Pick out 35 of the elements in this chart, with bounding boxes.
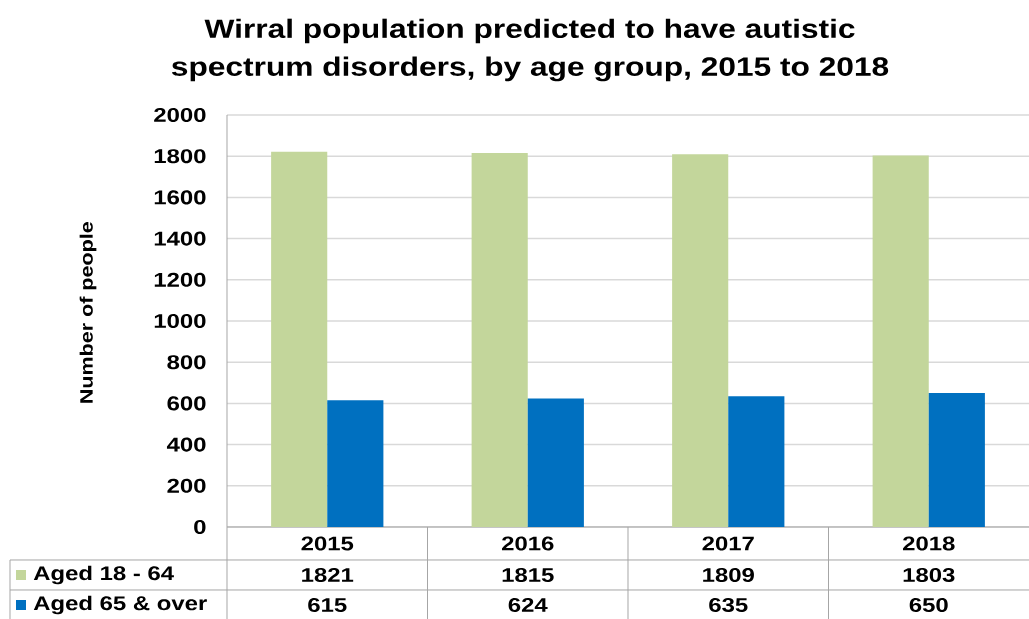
data-label: 1821 bbox=[302, 567, 354, 583]
legend-label: Aged 18 - 64 bbox=[33, 565, 174, 585]
data-label: 650 bbox=[909, 597, 948, 613]
data-label: 624 bbox=[508, 597, 548, 613]
y-axis-title: Number of people bbox=[79, 222, 97, 403]
x-tick-label: 2016 bbox=[501, 536, 554, 551]
x-tick-label: 2018 bbox=[902, 536, 955, 551]
legend-label: Aged 65 & over bbox=[33, 595, 207, 615]
y-tick-label: 1600 bbox=[154, 190, 206, 205]
x-tick-label: 2015 bbox=[301, 536, 354, 551]
bar bbox=[471, 153, 528, 527]
data-label: 1809 bbox=[703, 567, 754, 583]
y-tick-label: 1000 bbox=[154, 313, 206, 329]
chart-title: Wirral population predicted to have autistic spectrum disorders, by age group, 2015 to 2018 bbox=[171, 18, 889, 82]
bar bbox=[928, 393, 985, 527]
y-tick-label: 800 bbox=[167, 355, 206, 370]
y-tick-label: 2000 bbox=[154, 107, 206, 123]
bar bbox=[527, 398, 584, 527]
data-label: 635 bbox=[709, 597, 748, 613]
bar bbox=[271, 151, 328, 527]
y-tick-label: 0 bbox=[194, 519, 206, 535]
bar bbox=[728, 396, 785, 527]
bar bbox=[872, 155, 929, 527]
y-tick-label: 1400 bbox=[154, 231, 206, 246]
y-tick-label: 1800 bbox=[154, 149, 206, 164]
bar bbox=[672, 154, 729, 527]
bar bbox=[327, 400, 384, 527]
data-label: 1803 bbox=[903, 567, 955, 583]
y-tick-label: 400 bbox=[166, 437, 206, 452]
data-label: 1815 bbox=[502, 567, 554, 583]
x-tick-label: 2017 bbox=[702, 536, 754, 551]
data-label: 615 bbox=[308, 597, 347, 613]
y-tick-label: 1200 bbox=[154, 272, 206, 287]
y-tick-label: 200 bbox=[167, 478, 206, 493]
y-tick-label: 600 bbox=[167, 396, 206, 411]
